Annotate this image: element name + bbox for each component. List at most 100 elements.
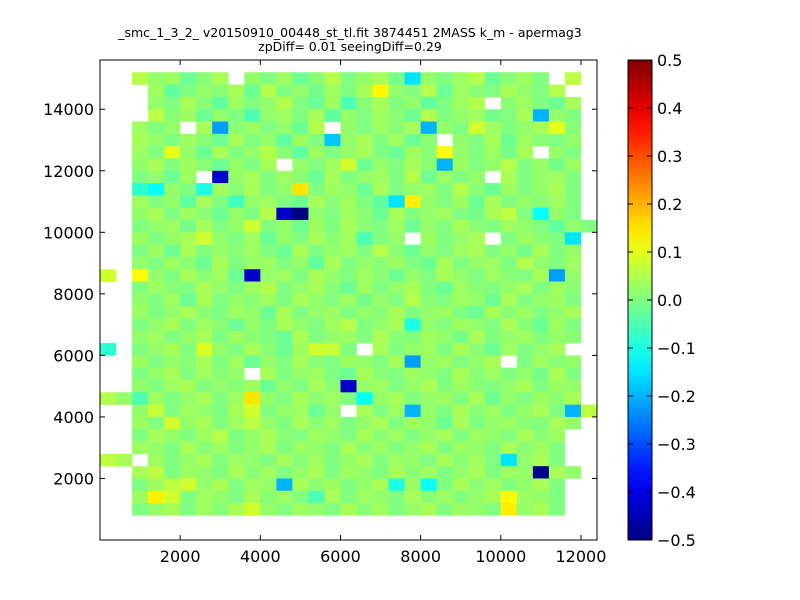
- heatmap-cell: [372, 96, 389, 110]
- heatmap-cell: [260, 220, 277, 233]
- heatmap-cell: [196, 380, 213, 393]
- heatmap-cell: [164, 330, 181, 344]
- heatmap-cell: [148, 404, 165, 418]
- heatmap-cell: [372, 207, 389, 221]
- heatmap-cell: [388, 318, 405, 332]
- heatmap-cell: [388, 96, 405, 110]
- heatmap-cell: [548, 453, 566, 467]
- heatmap-cell: [388, 220, 405, 233]
- heatmap-cell: [180, 96, 197, 110]
- heatmap-cell: [276, 96, 293, 110]
- heatmap-cell: [356, 96, 373, 110]
- heatmap-cell: [276, 133, 293, 147]
- heatmap-cell: [132, 380, 149, 393]
- heatmap-cell: [276, 453, 293, 467]
- heatmap-cell: [260, 133, 277, 147]
- heatmap-cell: [564, 330, 582, 344]
- heatmap-cell: [548, 503, 566, 516]
- heatmap-cell: [500, 490, 518, 504]
- heatmap-cell: [452, 232, 470, 245]
- heatmap-cell: [532, 306, 550, 319]
- heatmap-cell: [404, 392, 421, 405]
- heatmap-cell: [356, 84, 373, 98]
- y-tick-label: 14000: [43, 100, 94, 119]
- heatmap-cell: [452, 416, 470, 430]
- heatmap-cell: [308, 256, 325, 270]
- heatmap-cell: [516, 256, 534, 270]
- heatmap-cell: [324, 109, 341, 122]
- heatmap-cell: [244, 293, 261, 307]
- heatmap-cell: [388, 293, 405, 307]
- heatmap-cell: [404, 72, 421, 85]
- heatmap-cell: [372, 220, 389, 233]
- heatmap-cell: [532, 269, 550, 282]
- heatmap-cell: [340, 269, 357, 282]
- heatmap-cell: [196, 84, 213, 98]
- heatmap-cell: [356, 306, 373, 319]
- heatmap-cell: [260, 318, 277, 332]
- heatmap-cell: [212, 269, 229, 282]
- heatmap-cell: [564, 170, 582, 184]
- heatmap-cell: [148, 220, 165, 233]
- heatmap-cell: [340, 121, 357, 135]
- heatmap-cell: [452, 269, 470, 282]
- heatmap-cell: [356, 183, 373, 196]
- heatmap-cell: [548, 416, 566, 430]
- heatmap-cell: [548, 441, 566, 455]
- heatmap-cell: [548, 244, 566, 258]
- heatmap-cell: [500, 269, 518, 282]
- heatmap-cell: [340, 367, 357, 381]
- heatmap-cell: [324, 146, 341, 159]
- heatmap-cell: [532, 232, 550, 245]
- heatmap-cell: [436, 84, 454, 98]
- heatmap-cell: [436, 453, 454, 467]
- heatmap-cell: [260, 256, 277, 270]
- heatmap-cell: [292, 146, 309, 159]
- heatmap-cell: [196, 466, 213, 479]
- heatmap-cell: [532, 170, 550, 184]
- heatmap-cell: [308, 220, 325, 233]
- heatmap-cell: [548, 343, 566, 356]
- heatmap-cell: [340, 146, 357, 159]
- heatmap-cell: [244, 355, 261, 368]
- heatmap-cell: [260, 380, 277, 393]
- heatmap-cell: [292, 429, 309, 442]
- heatmap-cell: [436, 195, 454, 208]
- heatmap-cell: [404, 343, 421, 356]
- heatmap-cell: [500, 84, 518, 98]
- heatmap-cell: [500, 453, 518, 467]
- heatmap-cell: [372, 72, 389, 85]
- heatmap-cell: [404, 269, 421, 282]
- heatmap-cell: [388, 195, 405, 208]
- heatmap-cell: [212, 367, 229, 381]
- heatmap-cell: [372, 490, 389, 504]
- heatmap-cell: [468, 256, 486, 270]
- heatmap-cell: [484, 330, 502, 344]
- heatmap-cell: [292, 416, 309, 430]
- heatmap-cell: [548, 490, 566, 504]
- heatmap-cell: [212, 306, 229, 319]
- heatmap-cell: [228, 170, 245, 184]
- heatmap-cell: [212, 392, 229, 405]
- heatmap-cell: [484, 392, 502, 405]
- heatmap-cell: [372, 146, 389, 159]
- heatmap-cell: [468, 269, 486, 282]
- colorbar-tick-label: −0.5: [657, 531, 696, 550]
- heatmap-cell: [164, 392, 181, 405]
- heatmap-cell: [436, 109, 454, 122]
- heatmap-cell: [340, 429, 357, 442]
- heatmap-cell: [468, 121, 486, 135]
- heatmap-cell: [340, 158, 357, 172]
- heatmap-cell: [164, 306, 181, 319]
- heatmap-cell: [148, 441, 165, 455]
- heatmap-cell: [164, 453, 181, 467]
- heatmap-cell: [212, 146, 229, 159]
- colorbar-tick-label: 0.5: [657, 51, 682, 70]
- heatmap-cell: [340, 490, 357, 504]
- heatmap-cell: [292, 466, 309, 479]
- heatmap-cell: [196, 195, 213, 208]
- heatmap-cell: [404, 441, 421, 455]
- heatmap-cell: [212, 490, 229, 504]
- heatmap-cell: [452, 355, 470, 368]
- heatmap-cell: [148, 232, 165, 245]
